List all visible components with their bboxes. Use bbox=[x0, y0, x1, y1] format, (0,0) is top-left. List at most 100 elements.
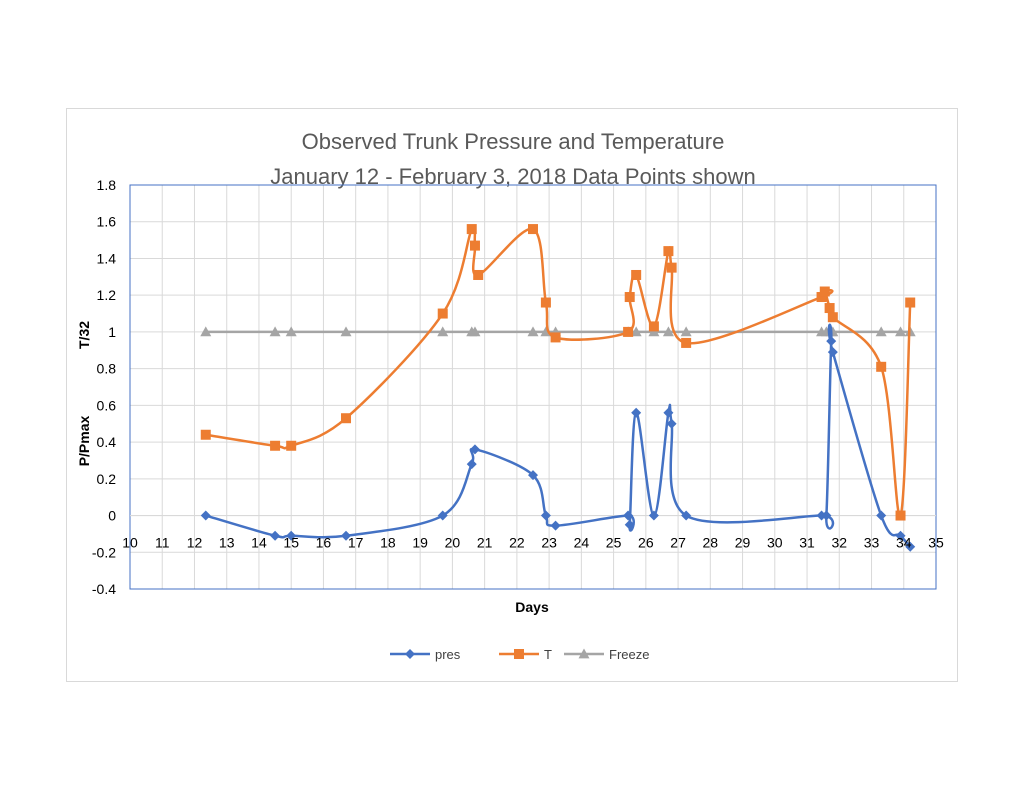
x-tick-labels: 10 11 12 13 14 15 16 17 18 19 20 21 22 23 24 25 26 27 28 29… bbox=[122, 535, 944, 551]
data-point-t bbox=[466, 224, 477, 235]
y-tick-label: 1.4 bbox=[97, 250, 117, 266]
data-point-t bbox=[816, 292, 827, 303]
x-tick-label: 34 bbox=[896, 535, 912, 551]
data-point-pres bbox=[341, 530, 352, 541]
data-point-t bbox=[473, 269, 484, 280]
data-point-t bbox=[200, 429, 211, 440]
y-tick-label: -0.4 bbox=[92, 581, 116, 597]
data-point-freeze bbox=[630, 326, 642, 337]
y-tick-label: -0.2 bbox=[92, 544, 116, 560]
y-axis-title-bottom: P/Pmax bbox=[76, 415, 92, 466]
legend-item-t: T bbox=[499, 647, 552, 662]
data-point-t bbox=[540, 297, 551, 308]
data-point-freeze bbox=[895, 326, 907, 337]
y-tick-label: 1.8 bbox=[97, 177, 117, 193]
data-point-freeze bbox=[469, 326, 481, 337]
plot-border bbox=[129, 184, 937, 590]
x-tick-label: 18 bbox=[380, 535, 396, 551]
data-point-pres bbox=[624, 519, 635, 530]
series-line-t bbox=[205, 224, 912, 518]
data-point-pres bbox=[286, 530, 297, 541]
line-chart: Observed Trunk Pressure and Temperature … bbox=[76, 129, 944, 662]
data-point-pres bbox=[876, 510, 887, 521]
data-point-freeze bbox=[527, 326, 539, 337]
series-pres bbox=[200, 323, 916, 552]
data-point-t bbox=[550, 332, 561, 343]
x-tick-label: 10 bbox=[122, 535, 138, 551]
x-tick-label: 30 bbox=[767, 535, 783, 551]
data-point-t bbox=[286, 440, 297, 451]
x-tick-label: 35 bbox=[928, 535, 944, 551]
y-tick-labels: -0.4 -0.2 0 0.2 0.4 0.6 0.8 1 1.2 1.4 1.6 1.8 bbox=[92, 177, 116, 597]
y-tick-label: 1.2 bbox=[97, 287, 117, 303]
data-point-freeze bbox=[340, 326, 352, 337]
series-t bbox=[200, 224, 916, 521]
data-point-freeze bbox=[680, 326, 692, 337]
x-tick-label: 20 bbox=[445, 535, 461, 551]
x-tick-label: 12 bbox=[187, 535, 203, 551]
y-tick-label: 0.8 bbox=[97, 361, 117, 377]
data-point-pres bbox=[905, 541, 916, 552]
x-tick-label: 31 bbox=[799, 535, 815, 551]
data-point-freeze bbox=[875, 326, 887, 337]
data-point-freeze bbox=[662, 326, 674, 337]
x-tick-label: 23 bbox=[541, 535, 557, 551]
data-point-pres bbox=[528, 470, 538, 481]
data-point-pres bbox=[200, 510, 211, 521]
x-axis-title: Days bbox=[515, 599, 549, 615]
x-tick-label: 22 bbox=[509, 535, 525, 551]
y-tick-label: 0 bbox=[108, 508, 116, 524]
y-tick-label: 1 bbox=[108, 324, 116, 340]
series-layer bbox=[200, 224, 916, 552]
y-tick-label: 1.6 bbox=[97, 214, 117, 230]
y-tick-label: 0.6 bbox=[97, 397, 117, 413]
data-point-t bbox=[895, 510, 906, 521]
data-point-pres bbox=[550, 520, 561, 531]
legend-label: Freeze bbox=[609, 647, 649, 662]
data-point-pres bbox=[827, 347, 838, 358]
legend-label: T bbox=[544, 647, 552, 662]
data-point-t bbox=[905, 297, 916, 308]
x-tick-label: 32 bbox=[831, 535, 847, 551]
data-point-t bbox=[631, 269, 642, 280]
x-tick-label: 14 bbox=[251, 535, 267, 551]
data-point-t bbox=[341, 413, 352, 424]
data-point-t bbox=[824, 303, 835, 314]
data-point-freeze bbox=[200, 326, 212, 337]
data-point-t bbox=[270, 440, 281, 451]
legend-label: pres bbox=[435, 647, 461, 662]
x-tick-label: 26 bbox=[638, 535, 654, 551]
x-tick-label: 29 bbox=[735, 535, 751, 551]
x-tick-label: 21 bbox=[477, 535, 493, 551]
data-point-pres bbox=[623, 510, 634, 521]
x-tick-label: 28 bbox=[703, 535, 719, 551]
legend-item-freeze: Freeze bbox=[564, 647, 649, 662]
data-point-t bbox=[528, 224, 538, 235]
data-point-t bbox=[819, 286, 830, 297]
chart-frame: Observed Trunk Pressure and Temperature … bbox=[66, 108, 958, 682]
data-point-freeze bbox=[269, 326, 281, 337]
data-point-pres bbox=[663, 407, 674, 418]
legend-item-pres: pres bbox=[390, 647, 461, 662]
data-point-t bbox=[681, 337, 692, 348]
data-point-pres bbox=[826, 336, 837, 347]
chart-title: Observed Trunk Pressure and Temperature bbox=[302, 129, 725, 154]
legend-marker bbox=[578, 648, 590, 659]
x-tick-label: 11 bbox=[155, 535, 170, 551]
x-tick-label: 33 bbox=[864, 535, 880, 551]
series-line-pres bbox=[205, 323, 912, 548]
y-tick-label: 0.2 bbox=[97, 471, 117, 487]
data-point-freeze bbox=[437, 326, 449, 337]
x-tick-label: 24 bbox=[574, 535, 590, 551]
data-point-t bbox=[663, 246, 674, 257]
y-axis-title-top: T/32 bbox=[76, 321, 92, 349]
x-tick-label: 19 bbox=[412, 535, 428, 551]
data-point-t bbox=[666, 262, 677, 273]
x-tick-label: 27 bbox=[670, 535, 686, 551]
data-point-pres bbox=[648, 510, 659, 521]
data-point-pres bbox=[469, 444, 480, 455]
data-point-t bbox=[648, 321, 659, 332]
legend-marker bbox=[514, 649, 524, 659]
x-tick-label: 16 bbox=[316, 535, 332, 551]
x-tick-label: 17 bbox=[348, 535, 364, 551]
